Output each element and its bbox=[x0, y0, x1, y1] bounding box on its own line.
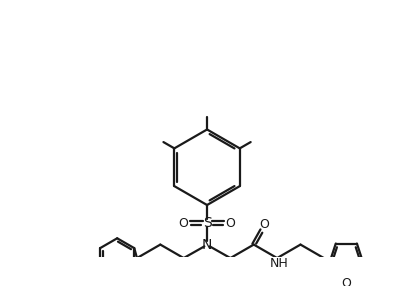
Text: O: O bbox=[179, 217, 188, 229]
Text: O: O bbox=[342, 277, 351, 286]
Text: S: S bbox=[203, 216, 211, 230]
Text: O: O bbox=[225, 217, 235, 229]
Text: N: N bbox=[202, 238, 212, 252]
Text: NH: NH bbox=[270, 257, 288, 270]
Text: O: O bbox=[260, 218, 269, 231]
